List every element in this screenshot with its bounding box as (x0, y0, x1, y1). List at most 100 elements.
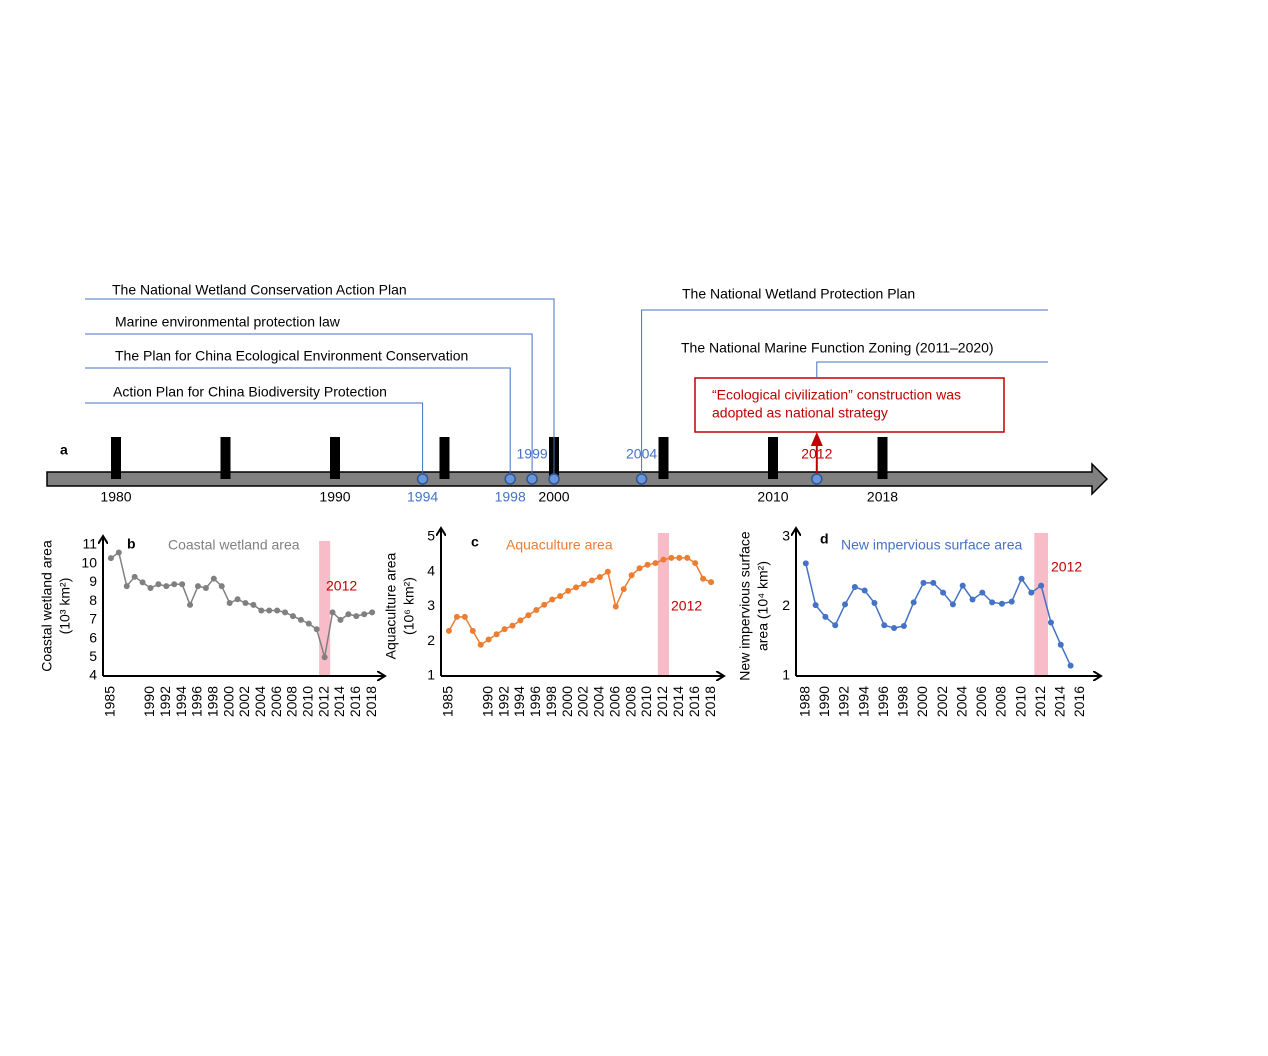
x-tick-label: 2012 (315, 686, 331, 717)
x-tick-label: 2002 (575, 686, 591, 717)
x-tick-label: 1994 (511, 686, 527, 717)
y-tick-label: 6 (89, 629, 97, 645)
event-title: The Plan for China Ecological Environmen… (115, 348, 468, 364)
x-tick-label: 2018 (702, 686, 718, 717)
strategy-arrowhead (810, 432, 823, 446)
event-connector (85, 402, 424, 479)
data-point (329, 609, 336, 616)
event-dot (504, 473, 516, 485)
x-tick-label: 2000 (559, 686, 575, 717)
y-tick-label: 8 (89, 592, 97, 608)
x-tick-label: 2008 (284, 686, 300, 717)
y-axis-label: (10³ km²) (57, 578, 73, 635)
highlight-label: 2012 (326, 578, 357, 594)
x-tick-label: 1988 (797, 686, 813, 717)
data-point (652, 560, 659, 567)
event-title: The National Wetland Conservation Action… (112, 282, 407, 298)
data-point (636, 565, 643, 572)
x-tick-label: 2000 (220, 686, 236, 717)
data-point (501, 626, 508, 633)
data-point (557, 593, 564, 600)
data-point (218, 583, 225, 590)
x-tick-label: 1992 (836, 686, 852, 717)
timeline-tick (877, 437, 888, 479)
y-tick-label: 4 (427, 562, 435, 578)
data-point (1057, 641, 1064, 648)
x-tick-label: 1994 (173, 686, 189, 717)
event-title: The National Wetland Protection Plan (682, 286, 915, 302)
y-tick-label: 11 (82, 536, 97, 552)
event-dot (635, 473, 648, 485)
x-tick-label: 2008 (622, 686, 638, 717)
x-tick-label: 2014 (331, 686, 347, 717)
data-point (517, 617, 524, 624)
data-point (469, 627, 476, 634)
timeline-tick (768, 437, 778, 479)
y-axis-label: Aquaculture area (383, 552, 399, 659)
data-point (802, 560, 809, 567)
data-point (851, 584, 858, 591)
data-point (969, 596, 976, 603)
data-point (684, 554, 691, 561)
x-tick-label: 2000 (914, 686, 930, 717)
data-line (805, 563, 1072, 666)
x-tick-label: 1996 (527, 686, 543, 717)
x-tick-label: 2018 (363, 686, 379, 717)
data-point (832, 622, 839, 629)
strategy-box (694, 377, 1005, 433)
data-point (187, 601, 194, 608)
data-point (812, 602, 819, 609)
event-year: 2004 (626, 446, 657, 462)
data-point (353, 613, 360, 620)
y-axis-label: New impervious surface (737, 531, 753, 681)
y-tick-label: 4 (89, 667, 97, 683)
y-tick-label: 3 (782, 528, 790, 544)
data-point (147, 585, 154, 592)
data-point (321, 654, 328, 661)
highlight-band (657, 533, 669, 676)
data-point (123, 583, 130, 590)
data-point (676, 554, 683, 561)
data-point (930, 579, 937, 586)
data-point (242, 600, 249, 607)
data-point (509, 622, 516, 629)
data-point (549, 596, 556, 603)
y-tick-label: 10 (81, 554, 97, 570)
event-dot (416, 473, 429, 485)
data-point (274, 607, 281, 614)
data-point (692, 560, 699, 567)
event-dot (526, 473, 538, 485)
x-tick-label: 1998 (895, 686, 911, 717)
data-point (660, 556, 667, 563)
event-title: Action Plan for China Biodiversity Prote… (113, 384, 387, 400)
y-tick-label: 2 (782, 597, 790, 613)
panel-label: b (127, 536, 136, 552)
data-point (822, 613, 829, 620)
data-line (110, 551, 373, 658)
x-tick-label: 1998 (543, 686, 559, 717)
x-tick-label: 2004 (252, 686, 268, 717)
data-point (1047, 619, 1054, 626)
x-tick-label: 2010 (638, 686, 654, 717)
y-axis-label: (10⁶ km²) (401, 577, 417, 635)
data-point (871, 600, 878, 607)
data-point (461, 613, 468, 620)
data-point (533, 606, 540, 613)
highlight-label: 2012 (1051, 559, 1082, 575)
data-point (226, 600, 233, 607)
data-point (949, 601, 956, 608)
data-point (171, 581, 178, 588)
event-year: 1999 (517, 446, 548, 462)
data-point (541, 601, 548, 608)
event-dot (811, 473, 823, 485)
x-tick-label: 2010 (1012, 686, 1028, 717)
data-point (250, 601, 257, 608)
x-tick-label: 2008 (993, 686, 1009, 717)
data-point (861, 587, 868, 594)
data-point (1018, 575, 1025, 582)
data-point (210, 575, 217, 582)
event-connector (85, 298, 555, 479)
data-point (1067, 662, 1074, 669)
x-tick-label: 2006 (973, 686, 989, 717)
x-tick-label: 1990 (479, 686, 495, 717)
